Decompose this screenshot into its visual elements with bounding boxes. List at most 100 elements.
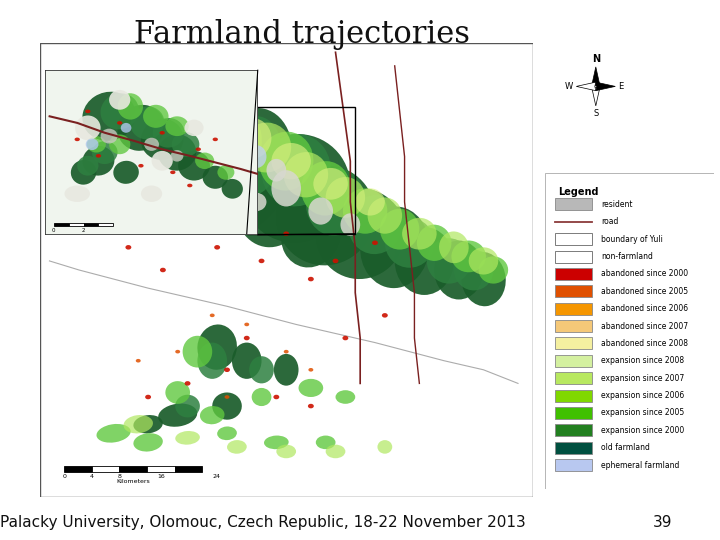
Ellipse shape [141, 119, 184, 160]
Ellipse shape [299, 379, 323, 397]
Ellipse shape [130, 106, 164, 139]
Text: expansion since 2008: expansion since 2008 [601, 356, 684, 365]
Ellipse shape [341, 213, 360, 236]
Ellipse shape [138, 164, 143, 167]
Bar [54, 223, 68, 226]
Ellipse shape [133, 433, 163, 451]
Text: boundary of Yuli: boundary of Yuli [601, 235, 662, 244]
Ellipse shape [417, 225, 451, 261]
Text: Palacky University, Olomouc, Czech Republic, 18-22 November 2013: Palacky University, Olomouc, Czech Repub… [0, 515, 526, 530]
Ellipse shape [252, 388, 271, 406]
Ellipse shape [87, 136, 106, 153]
Text: non-farmland: non-farmland [601, 252, 653, 261]
Text: old farmland: old farmland [601, 443, 649, 452]
Ellipse shape [283, 232, 289, 236]
Ellipse shape [86, 139, 99, 150]
Ellipse shape [113, 161, 139, 184]
Bar [555, 285, 593, 297]
Ellipse shape [234, 157, 308, 247]
Ellipse shape [101, 129, 117, 144]
Ellipse shape [316, 188, 405, 279]
Ellipse shape [197, 342, 227, 379]
Text: 8: 8 [117, 474, 122, 479]
Ellipse shape [175, 222, 181, 227]
Ellipse shape [316, 436, 336, 449]
Ellipse shape [232, 342, 261, 379]
Bar [555, 268, 593, 280]
Bar [92, 467, 120, 472]
Bar [120, 467, 147, 472]
Ellipse shape [264, 436, 289, 449]
Ellipse shape [249, 356, 274, 383]
Ellipse shape [71, 160, 96, 185]
Ellipse shape [284, 152, 328, 198]
Ellipse shape [210, 314, 215, 317]
Ellipse shape [308, 277, 314, 281]
Ellipse shape [120, 154, 127, 159]
Ellipse shape [301, 161, 351, 215]
Ellipse shape [143, 105, 168, 128]
Ellipse shape [166, 116, 189, 136]
Ellipse shape [133, 415, 163, 434]
Text: expansion since 2005: expansion since 2005 [601, 408, 684, 417]
Ellipse shape [212, 138, 218, 141]
Ellipse shape [217, 427, 237, 440]
Bar [147, 467, 175, 472]
Ellipse shape [382, 313, 388, 318]
Ellipse shape [178, 151, 210, 180]
Bar [555, 198, 593, 211]
Bar [555, 372, 593, 384]
Ellipse shape [454, 249, 493, 291]
Ellipse shape [462, 252, 505, 306]
Bar [555, 302, 593, 315]
Ellipse shape [171, 150, 184, 161]
Ellipse shape [377, 440, 392, 454]
Bar [555, 407, 593, 419]
Ellipse shape [197, 325, 237, 370]
Ellipse shape [75, 138, 80, 141]
Ellipse shape [242, 123, 291, 172]
Ellipse shape [439, 232, 469, 263]
Ellipse shape [284, 350, 289, 354]
Ellipse shape [380, 209, 419, 249]
Text: 24: 24 [212, 474, 220, 479]
Ellipse shape [469, 247, 498, 274]
Bar [555, 442, 593, 454]
Ellipse shape [155, 200, 161, 204]
Ellipse shape [183, 336, 212, 368]
Ellipse shape [152, 151, 173, 171]
Ellipse shape [199, 177, 205, 181]
Ellipse shape [266, 159, 287, 181]
Ellipse shape [308, 404, 314, 408]
Ellipse shape [271, 143, 311, 179]
Ellipse shape [175, 395, 200, 417]
Ellipse shape [325, 444, 346, 458]
Ellipse shape [200, 406, 225, 424]
Text: road: road [601, 217, 618, 226]
Text: Legend: Legend [559, 187, 599, 197]
Ellipse shape [166, 381, 190, 404]
Ellipse shape [372, 240, 378, 245]
Ellipse shape [451, 240, 486, 272]
Ellipse shape [276, 444, 296, 458]
Ellipse shape [222, 179, 243, 199]
Ellipse shape [244, 322, 249, 326]
Bar [555, 355, 593, 367]
Text: W: W [565, 82, 573, 91]
Ellipse shape [200, 108, 293, 232]
Ellipse shape [124, 415, 153, 434]
Ellipse shape [368, 198, 402, 234]
Ellipse shape [276, 166, 375, 265]
Ellipse shape [175, 431, 200, 444]
Bar [555, 338, 593, 349]
Polygon shape [576, 82, 596, 91]
Ellipse shape [184, 120, 204, 136]
Ellipse shape [65, 186, 90, 202]
Ellipse shape [196, 147, 201, 151]
Ellipse shape [259, 132, 313, 191]
Bar [99, 223, 113, 226]
Ellipse shape [160, 131, 165, 134]
Ellipse shape [313, 168, 348, 200]
Text: Kilometers: Kilometers [117, 478, 150, 484]
Ellipse shape [274, 395, 279, 399]
